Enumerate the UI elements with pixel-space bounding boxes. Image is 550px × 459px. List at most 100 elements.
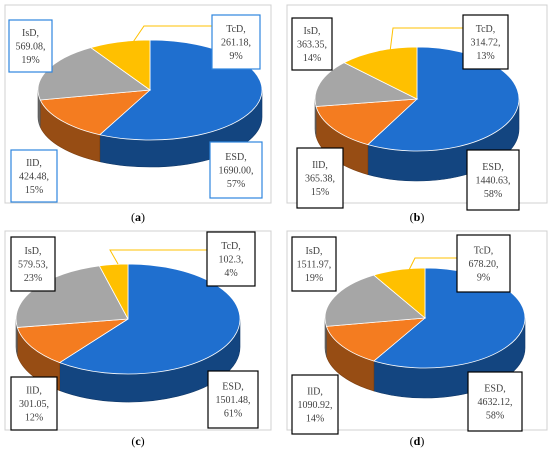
data-label-esd: ESD, 1501.48, 61% <box>207 370 259 429</box>
label-value: 1690.00, <box>219 166 254 177</box>
label-category: IsD, <box>304 26 321 37</box>
data-label-box <box>466 149 520 211</box>
data-label-isd: IsD, 579.53, 23% <box>10 236 56 292</box>
slice-esd <box>58 263 241 375</box>
label-category: IsD, <box>306 246 323 257</box>
label-percent: 15% <box>311 187 329 198</box>
data-label-box <box>467 371 523 432</box>
data-label-ild: IlD, 424.48, 15% <box>10 149 58 203</box>
panel-caption: (a) <box>131 210 145 224</box>
panel-caption: (b) <box>410 210 425 224</box>
data-label-box <box>207 370 259 429</box>
label-category: ESD, <box>225 152 246 163</box>
slice-isd <box>314 62 419 107</box>
data-label-tcd: TcD, 314.72, 13% <box>462 14 509 70</box>
data-label-tcd: TcD, 678.20, 9% <box>456 234 511 293</box>
data-label-box <box>10 149 58 203</box>
leader-line-tcd <box>389 27 463 53</box>
label-value: 4632.12, <box>478 397 513 408</box>
label-category: IsD, <box>22 28 39 39</box>
label-category: IlD, <box>307 387 323 398</box>
label-percent: 23% <box>24 273 42 284</box>
data-label-box <box>8 19 53 73</box>
label-category: TcD, <box>226 24 246 35</box>
slice-tcd <box>343 46 418 100</box>
label-value: 314.72, <box>471 38 501 49</box>
data-label-isd: IsD, 363.35, 14% <box>291 17 333 71</box>
label-category: ESD, <box>482 162 503 173</box>
label-value: 1090.92, <box>298 400 333 411</box>
pie-chart-2: ESD, 1440.63, 58% IlD, 365.38, 15% IsD, 363.35,… <box>286 4 548 211</box>
label-category: ESD, <box>484 384 505 395</box>
label-value: 261.18, <box>221 38 251 49</box>
pie-chart-3: ESD, 1501.48, 61% IlD, 301.05, 12% IsD, 579.53,… <box>4 230 272 431</box>
data-label-isd: IsD, 1511.97, 19% <box>291 236 337 292</box>
data-label-tcd: TcD, 261.18, 9% <box>211 14 261 70</box>
slice-tcd <box>372 267 426 319</box>
label-percent: 58% <box>486 411 504 422</box>
data-label-box <box>10 236 56 292</box>
slice-ild <box>315 98 419 146</box>
label-category: IsD, <box>25 246 42 257</box>
label-category: TcD, <box>476 24 496 35</box>
label-percent: 9% <box>229 51 242 62</box>
label-value: 678.20, <box>469 259 499 270</box>
label-percent: 13% <box>476 51 494 62</box>
label-category: TcD, <box>474 246 494 257</box>
data-label-box <box>211 14 261 70</box>
data-label-box <box>462 14 509 70</box>
label-percent: 58% <box>484 189 502 200</box>
label-category: ESD, <box>222 382 243 393</box>
label-value: 363.35, <box>297 40 327 51</box>
slice-ild <box>325 317 427 362</box>
data-label-box <box>291 374 339 435</box>
data-label-box <box>10 376 58 431</box>
label-value: 1440.63, <box>476 176 511 187</box>
label-value: 1501.48, <box>216 395 251 406</box>
data-label-esd: ESD, 1440.63, 58% <box>466 149 520 211</box>
leader-line-tcd <box>109 249 207 265</box>
slice-tcd <box>89 39 151 91</box>
data-label-ild: IlD, 301.05, 12% <box>10 376 58 431</box>
label-category: IlD, <box>26 158 42 169</box>
label-percent: 12% <box>25 413 43 424</box>
data-label-esd: ESD, 1690.00, 57% <box>209 141 263 199</box>
label-category: IlD, <box>26 386 42 397</box>
slice-tcd <box>98 263 129 320</box>
label-percent: 4% <box>224 268 237 279</box>
label-value: 579.53, <box>18 260 48 271</box>
label-value: 424.48, <box>19 172 49 183</box>
label-value: 1511.97, <box>297 260 332 271</box>
label-percent: 15% <box>25 185 43 196</box>
label-value: 102.3, <box>219 255 244 266</box>
data-label-isd: IsD, 569.08, 19% <box>8 19 53 73</box>
label-percent: 61% <box>224 409 242 420</box>
label-percent: 19% <box>21 55 39 66</box>
label-value: 301.05, <box>19 399 49 410</box>
data-label-ild: IlD, 1090.92, 14% <box>291 374 339 435</box>
label-category: IlD, <box>312 160 328 171</box>
data-label-box <box>291 17 333 71</box>
label-percent: 57% <box>227 179 245 190</box>
leader-line-tcd <box>407 257 457 273</box>
label-category: TcD, <box>221 241 241 252</box>
label-percent: 9% <box>477 273 490 284</box>
label-value: 365.38, <box>305 174 335 185</box>
data-label-box <box>291 236 337 292</box>
slice-ild <box>39 89 152 136</box>
panel-caption: (c) <box>131 434 144 448</box>
label-percent: 14% <box>306 414 324 425</box>
pie-chart-1: ESD, 1690.00, 57% IlD, 424.48, 15% IsD, 569.08,… <box>4 4 272 204</box>
label-percent: 19% <box>305 273 323 284</box>
data-label-esd: ESD, 4632.12, 58% <box>467 371 523 432</box>
data-label-box <box>456 234 511 293</box>
leader-line-tcd <box>128 25 212 49</box>
slice-isd <box>324 274 427 327</box>
data-label-box <box>209 141 263 199</box>
data-label-box <box>206 231 256 287</box>
label-percent: 14% <box>303 53 321 64</box>
data-label-tcd: TcD, 102.3, 4% <box>206 231 256 287</box>
panel-caption: (d) <box>410 434 425 448</box>
label-value: 569.08, <box>16 42 46 53</box>
